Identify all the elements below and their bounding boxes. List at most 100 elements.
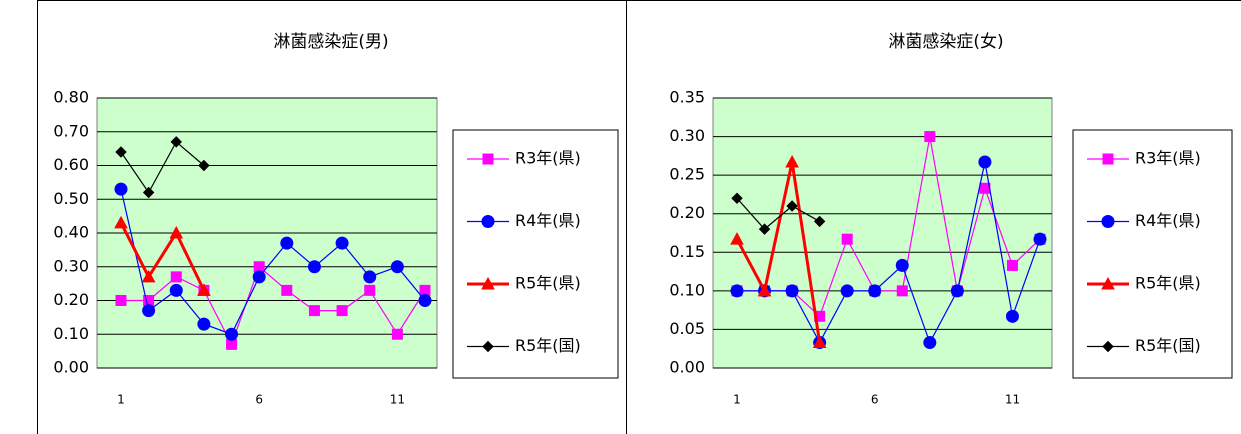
marker-circle (169, 283, 183, 297)
marker-triangle (730, 232, 744, 245)
y-tick-label: 0.15 (669, 242, 705, 261)
marker-circle (280, 236, 294, 250)
marker-circle (307, 260, 321, 274)
marker-diamond (142, 186, 155, 199)
marker-circle (252, 270, 266, 284)
y-tick-label: 0.20 (669, 203, 705, 222)
marker-circle (225, 327, 239, 341)
marker-square (482, 153, 494, 165)
marker-circle (114, 182, 128, 196)
marker-diamond (731, 192, 743, 204)
legend-label: R3年(県) (515, 149, 581, 168)
legend-label: R5年(県) (1135, 274, 1201, 293)
marker-circle (142, 304, 156, 318)
marker-square (896, 285, 908, 297)
y-tick-label: 0.10 (669, 280, 705, 299)
plot-area (712, 97, 1053, 369)
marker-square (336, 305, 348, 317)
y-tick-label: 0.30 (669, 126, 705, 145)
y-tick-label: 0.60 (53, 155, 89, 174)
y-tick-label: 0.40 (53, 223, 89, 242)
y-tick-label: 0.50 (53, 189, 89, 208)
y-tick-label: 0.20 (53, 290, 89, 309)
marker-circle (197, 317, 211, 331)
legend-label: R5年(県) (515, 274, 581, 293)
marker-square (391, 328, 403, 340)
series-line (119, 222, 206, 292)
y-tick-label: 0.35 (669, 88, 705, 107)
marker-circle (923, 336, 937, 350)
y-tick-label: 0.30 (53, 256, 89, 275)
marker-diamond (1102, 340, 1114, 353)
marker-circle (950, 284, 964, 298)
marker-square (115, 295, 127, 306)
marker-triangle (757, 283, 772, 297)
marker-circle (840, 284, 854, 298)
marker-circle (1005, 309, 1019, 323)
series-line (120, 140, 205, 194)
marker-circle (895, 258, 909, 272)
marker-circle (390, 260, 404, 274)
marker-circle (481, 215, 495, 228)
legend-label: R5年(国) (1135, 336, 1201, 355)
marker-circle (1033, 232, 1047, 246)
marker-triangle (141, 269, 156, 283)
x-tick-label: 11 (390, 393, 405, 407)
x-tick-label: 1 (733, 393, 741, 407)
marker-diamond (115, 146, 127, 158)
marker-triangle (785, 154, 799, 168)
y-tick-label: 0.00 (53, 358, 89, 377)
marker-square (226, 338, 238, 350)
x-tick-label: 6 (871, 393, 879, 407)
marker-diamond (758, 223, 771, 235)
marker-square (419, 284, 431, 296)
marker-triangle (197, 283, 211, 296)
legend-label: R4年(県) (515, 211, 581, 230)
y-tick-label: 0.70 (53, 121, 89, 140)
y-tick-label: 0.25 (669, 165, 705, 184)
y-tick-label: 0.05 (669, 319, 705, 338)
marker-square (170, 271, 182, 283)
series-line (735, 161, 822, 343)
marker-triangle (169, 225, 184, 239)
marker-diamond (813, 215, 826, 228)
series-line (736, 197, 820, 230)
marker-square (281, 284, 293, 296)
marker-diamond (198, 159, 210, 172)
marker-circle (1101, 215, 1115, 228)
marker-circle (418, 294, 432, 307)
marker-square (253, 261, 265, 273)
legend-label: R4年(県) (1135, 211, 1201, 230)
marker-diamond (170, 136, 182, 148)
marker-square (308, 305, 320, 317)
marker-diamond (482, 340, 494, 353)
legend-label: R5年(国) (515, 336, 581, 355)
y-tick-label: 0.80 (53, 88, 89, 107)
marker-circle (730, 284, 744, 298)
marker-circle (363, 270, 377, 284)
marker-square (1006, 259, 1018, 271)
marker-square (1102, 153, 1114, 165)
marker-circle (335, 236, 349, 250)
legend-box (452, 129, 619, 379)
x-tick-label: 1 (117, 393, 125, 407)
chart-title: 淋菌感染症(男) (273, 32, 388, 52)
marker-diamond (786, 200, 798, 212)
chart-title: 淋菌感染症(女) (888, 32, 1003, 52)
marker-circle (868, 284, 882, 298)
marker-triangle (812, 335, 827, 349)
marker-circle (978, 155, 992, 169)
x-tick-label: 11 (1005, 393, 1020, 407)
marker-square (924, 131, 936, 143)
marker-circle (785, 284, 799, 298)
x-tick-label: 6 (255, 393, 263, 407)
marker-triangle (1101, 276, 1115, 290)
legend-box (1072, 129, 1233, 379)
y-tick-label: 0.00 (669, 358, 705, 377)
marker-square (364, 284, 376, 296)
legend-label: R3年(県) (1135, 149, 1201, 168)
marker-square (841, 233, 853, 245)
marker-triangle (481, 276, 495, 290)
marker-triangle (114, 215, 128, 229)
